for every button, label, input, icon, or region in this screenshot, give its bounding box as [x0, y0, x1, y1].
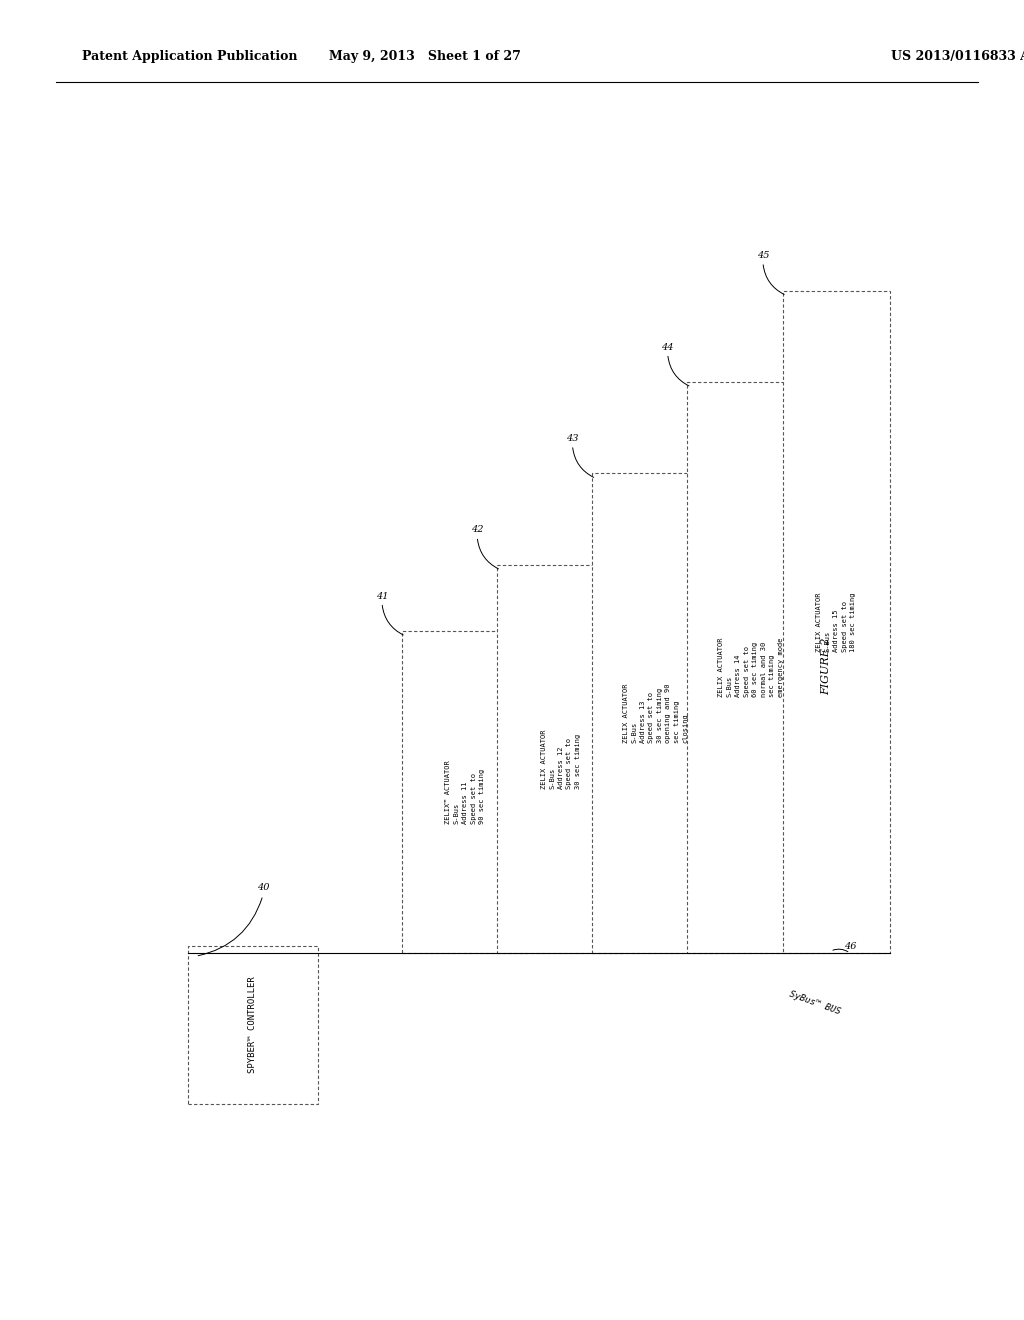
Text: FIGURE 2: FIGURE 2: [821, 638, 831, 696]
Text: Patent Application Publication: Patent Application Publication: [82, 50, 297, 63]
Text: 41: 41: [376, 591, 388, 601]
Text: May 9, 2013   Sheet 1 of 27: May 9, 2013 Sheet 1 of 27: [329, 50, 521, 63]
Bar: [592, 474, 719, 953]
Text: ZELIX ACTUATOR
S-Bus
Address 13
Speed set to
30 sec timing
opening and 90
sec ti: ZELIX ACTUATOR S-Bus Address 13 Speed se…: [623, 684, 688, 743]
Text: US 2013/0116833 A1: US 2013/0116833 A1: [891, 50, 1024, 63]
Text: ZELIX ACTUATOR
S-Bus
Address 15
Speed set to
180 sec timing: ZELIX ACTUATOR S-Bus Address 15 Speed se…: [816, 593, 856, 652]
Text: ZELIX ACTUATOR
S-Bus
Address 14
Speed set to
60 sec timing
normal and 30
sec tim: ZELIX ACTUATOR S-Bus Address 14 Speed se…: [718, 638, 783, 697]
Text: 45: 45: [757, 251, 769, 260]
Bar: [687, 381, 814, 953]
Bar: [782, 290, 890, 953]
Bar: [497, 565, 624, 953]
Text: SyBus™ BUS: SyBus™ BUS: [787, 990, 842, 1016]
Text: ZELIX ACTUATOR
S-Bus
Address 12
Speed set to
30 sec timing: ZELIX ACTUATOR S-Bus Address 12 Speed se…: [541, 730, 581, 789]
Text: 42: 42: [471, 525, 483, 535]
Bar: [187, 946, 318, 1104]
Text: 44: 44: [662, 342, 674, 351]
Bar: [401, 631, 528, 953]
Text: ZELIX™ ACTUATOR
S-Bus
Address 11
Speed set to
90 sec timing: ZELIX™ ACTUATOR S-Bus Address 11 Speed s…: [445, 760, 485, 824]
Text: 46: 46: [844, 942, 856, 952]
Text: 43: 43: [566, 434, 579, 444]
Text: SPYBER™ CONTROLLER: SPYBER™ CONTROLLER: [249, 977, 257, 1073]
Text: 40: 40: [257, 883, 269, 892]
